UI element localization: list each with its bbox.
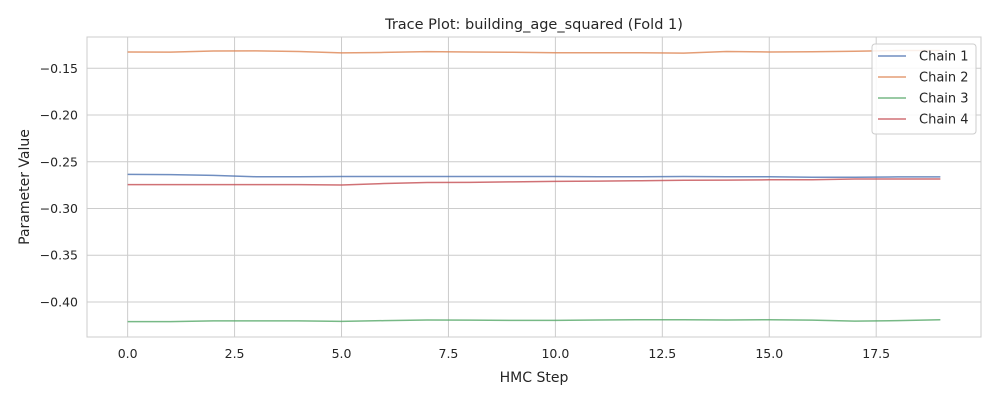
x-axis-ticks: 0.0 2.5 5.0 7.5 10.0 12.5 15.0 17.5 xyxy=(118,346,890,361)
series-lines xyxy=(127,49,941,323)
legend-label: Chain 2 xyxy=(919,71,969,86)
series-line-chain-3 xyxy=(127,318,941,323)
legend-label: Chain 1 xyxy=(919,50,969,65)
series-line-chain-2 xyxy=(127,49,941,54)
y-tick-label: −0.30 xyxy=(40,201,78,216)
chart-title: Trace Plot: building_age_squared (Fold 1… xyxy=(384,17,683,33)
grid-lines xyxy=(87,37,981,337)
x-tick-label: 15.0 xyxy=(755,346,783,361)
y-tick-label: −0.15 xyxy=(40,61,78,76)
x-tick-label: 12.5 xyxy=(648,346,676,361)
y-axis-ticks: −0.40 −0.35 −0.30 −0.25 −0.20 −0.15 xyxy=(40,61,78,310)
y-axis-label: Parameter Value xyxy=(17,129,33,245)
y-tick-label: −0.20 xyxy=(40,108,78,123)
x-tick-label: 2.5 xyxy=(225,346,245,361)
plot-area-frame xyxy=(86,36,982,338)
x-tick-label: 0.0 xyxy=(118,346,138,361)
legend-label: Chain 3 xyxy=(919,92,969,107)
x-tick-label: 17.5 xyxy=(862,346,890,361)
y-tick-label: −0.35 xyxy=(40,248,78,263)
y-tick-label: −0.40 xyxy=(40,294,78,309)
x-axis-label: HMC Step xyxy=(500,370,569,386)
x-tick-label: 7.5 xyxy=(439,346,459,361)
series-line-chain-1 xyxy=(127,173,941,178)
x-tick-label: 10.0 xyxy=(541,346,569,361)
series-line-chain-4 xyxy=(127,178,941,186)
x-tick-label: 5.0 xyxy=(332,346,352,361)
legend-label: Chain 4 xyxy=(919,113,969,128)
legend-box xyxy=(871,43,977,135)
legend: Chain 1 Chain 2 Chain 3 Chain 4 xyxy=(871,43,977,135)
y-tick-label: −0.25 xyxy=(40,154,78,169)
